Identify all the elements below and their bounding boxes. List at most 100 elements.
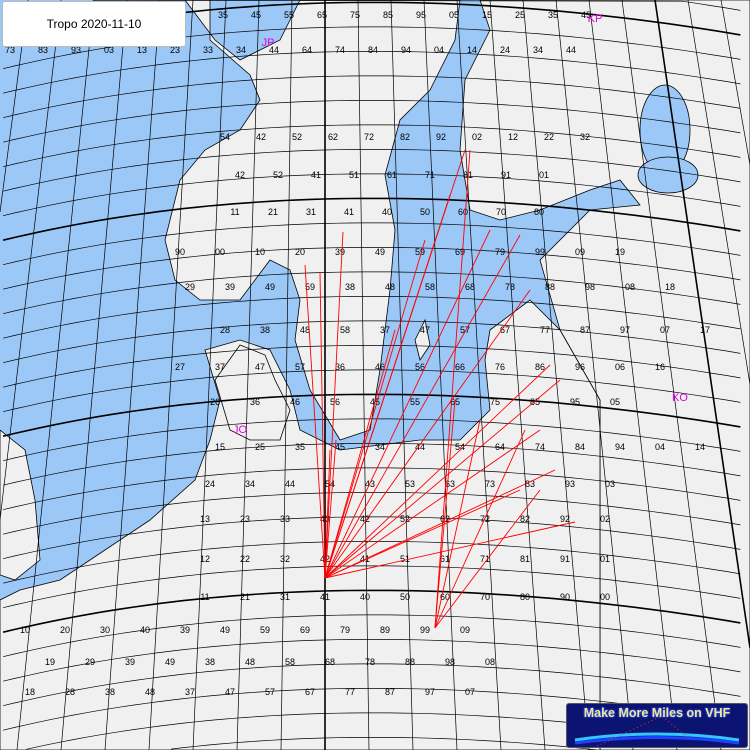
meridian-line [456,0,502,750]
meridian-line [720,0,750,165]
grid-square-label: 34 [245,479,255,489]
grid-square-label: 78 [505,282,515,292]
grid-square-label: 00 [600,592,610,602]
grid-square-label: 71 [425,170,435,180]
map-title-box: Tropo 2020-11-10 [2,1,186,47]
grid-square-label: 73 [485,479,495,489]
grid-square-label: 15 [215,442,225,452]
grid-square-label: 44 [269,45,279,55]
grid-square-label: 84 [368,45,378,55]
grid-square-label: 38 [105,687,115,697]
grid-square-label: 80 [520,592,530,602]
grid-square-label: 02 [472,132,482,142]
parallel-line [3,124,741,168]
grid-square-label: 01 [539,170,549,180]
grid-square-label: 78 [365,657,375,667]
parallel-line [3,173,741,217]
tropo-path-line [434,399,456,629]
grid-square-label: 36 [250,397,260,407]
grid-square-label: 19 [45,657,55,667]
parallel-line [3,663,741,707]
grid-square-label: 90 [560,592,570,602]
tropo-path-line [319,271,326,579]
grid-square-label: 81 [520,554,530,564]
grid-square-label: 91 [501,170,511,180]
grid-square-label: 84 [575,442,585,452]
grid-square-label: 70 [480,592,490,602]
grid-square-label: 01 [600,554,610,564]
grid-square-label: 37 [215,362,225,372]
grid-square-label: 40 [382,207,392,217]
grid-square-label: 48 [245,657,255,667]
grid-square-label: 82 [400,132,410,142]
grid-square-label: 30 [100,625,110,635]
grid-square-label: 54 [455,442,465,452]
grid-square-label: 66 [455,362,465,372]
tropo-path-line [324,449,331,579]
grid-square-label: 09 [575,247,585,257]
grid-square-label: 57 [265,687,275,697]
grid-square-label: 41 [311,170,321,180]
grid-square-label: 99 [420,625,430,635]
grid-square-label: 23 [240,514,250,524]
grid-square-label: 37 [185,687,195,697]
grid-square-label: 58 [340,325,350,335]
meridian-line [522,0,590,750]
grid-square-label: 22 [544,132,554,142]
parallel-line [3,271,741,315]
meridian-line [236,0,260,750]
grid-square-label: 00 [215,247,225,257]
tropo-path-line [324,379,561,579]
tropo-path-line [324,439,337,579]
tropo-path-line [324,429,541,579]
grid-square-label: 60 [458,207,468,217]
grid-square-label: 72 [364,132,374,142]
tropo-path-line [434,429,526,629]
meridian-line [0,0,62,520]
parallel-line [3,222,741,266]
parallel-line [2,197,741,241]
grid-square-label: 82 [520,514,530,524]
grid-square-label: 08 [485,657,495,667]
tropo-path-line [324,149,466,579]
grid-square-label: 48 [385,282,395,292]
grid-square-label: 13 [137,45,147,55]
grid-square-label: 74 [535,442,545,452]
grid-square-label: 02 [600,514,610,524]
grid-square-label: 99 [535,247,545,257]
parallel-line [3,51,741,94]
grid-square-label: 54 [220,132,230,142]
grid-square-label: 59 [260,625,270,635]
parallel-line [3,467,741,511]
grid-square-label: 43 [320,514,330,524]
grid-square-label: 46 [290,397,300,407]
tropo-path-line [324,329,396,579]
parallel-line [3,100,741,143]
field-label: JP [262,37,275,49]
logo-text: Make More Miles on VHF [583,706,731,720]
grid-square-label: 07 [465,687,475,697]
grid-square-label: 97 [620,325,630,335]
grid-square-label: 38 [260,325,270,335]
grid-square-label: 48 [300,325,310,335]
grid-square-label: 55 [284,10,294,20]
grid-square-label: 03 [104,45,114,55]
tropo-path-line [324,289,531,579]
grid-square-label: 35 [218,10,228,20]
meridian-line [104,0,161,750]
grid-square-label: 97 [425,687,435,697]
grid-square-label: 45 [251,10,261,20]
meridian-line [654,0,750,648]
grid-square-label: 92 [436,132,446,142]
grid-square-label: 98 [585,282,595,292]
meridian-line [60,0,128,750]
tropo-path-line [434,149,471,629]
grid-square-label: 27 [175,362,185,372]
grid-square-label: 14 [467,45,477,55]
land-polygon [0,429,41,581]
parallel-line [3,369,741,413]
grid-square-label: 40 [360,592,370,602]
